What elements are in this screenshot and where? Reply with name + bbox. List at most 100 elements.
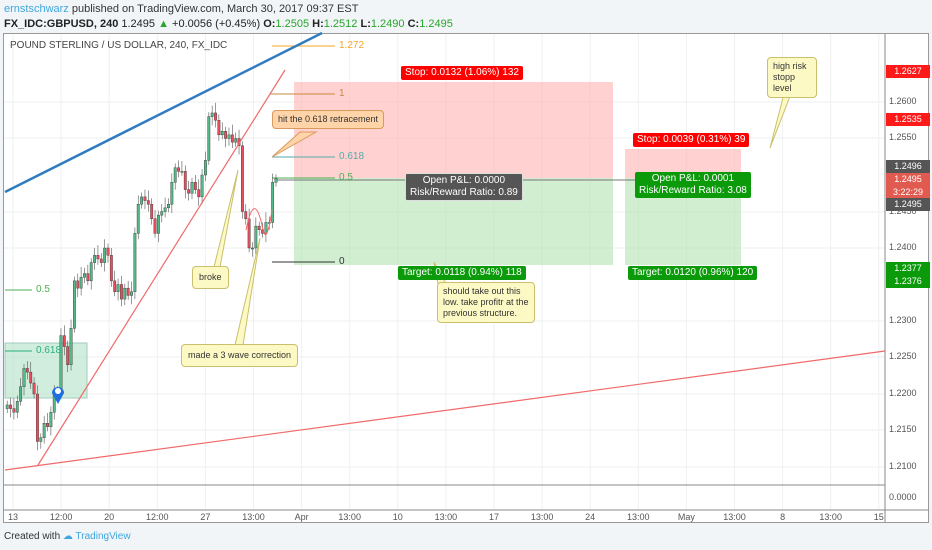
candle [120,284,123,300]
price-tag: 1.2627 [886,65,930,78]
price-tag: 1.2535 [886,113,930,126]
fib-label-05: 0.5 [339,172,353,183]
tradingview-logo-icon: ☁ [62,531,73,542]
symbol: FX_IDC:GBPUSD, 240 [4,18,119,30]
candle [244,211,248,220]
candle [83,273,86,278]
price-axis-label: 1.2300 [889,315,917,325]
candle [204,160,207,176]
c-label: C: [407,18,420,30]
pnl-box-2: Open P&L: 0.0001 Risk/Reward Ratio: 3.08 [635,172,751,198]
candle [217,120,221,136]
price-tag: 1.2377 [886,262,930,275]
candle [163,207,167,212]
last-price: 1.2495 [121,18,156,30]
time-axis-label: 13:00 [434,512,458,522]
candle [234,138,238,143]
candle [49,412,53,428]
author-link[interactable]: ernstschwarz [4,3,69,15]
candle [156,214,160,234]
wave-curve[interactable] [245,208,273,236]
price-axis-label: 1.2400 [889,242,917,252]
candle [12,408,16,413]
candle [264,222,268,234]
candle [22,368,26,387]
created-with: Created with [4,531,61,542]
price-tag: 1.2495 [886,198,930,211]
candle [143,196,147,201]
marker-center [55,388,61,394]
candle [197,189,201,198]
candle [5,404,9,409]
lower-trend-line[interactable] [4,350,886,471]
fib-label-1: 1 [339,88,345,99]
price-change: +0.0056 (+0.45%) [172,18,261,30]
candle [32,382,36,395]
candle [96,255,100,260]
candle [69,328,73,365]
time-axis-label: May [677,512,695,522]
wave-pointer [234,237,261,346]
candle [113,280,117,293]
location-marker-icon[interactable] [52,387,64,404]
candle [123,287,127,300]
stop-label-1: Stop: 0.0132 (1.06%) 132 [401,66,523,80]
time-axis-label: 12:00 [146,512,169,522]
candle [214,112,217,121]
time-axis-label: 8 [780,512,786,522]
note-low[interactable]: should take out this low. take profitr a… [437,282,535,323]
candle [200,174,204,198]
candle [62,335,66,347]
candle [109,255,113,282]
rising-trend-line[interactable] [37,69,286,466]
candle [227,134,231,139]
candle [42,423,46,439]
fib-left-label-0618: 0.618 [36,345,62,356]
price-tag: 1.2496 [886,160,930,173]
candle [36,393,39,442]
tradingview-link[interactable]: TradingView [75,531,131,542]
candle [177,167,180,172]
publish-info: ernstschwarz published on TradingView.co… [4,3,358,15]
time-axis-label: 20 [104,512,115,522]
candle [126,287,130,296]
retracement-pointer [271,131,318,158]
note-broke[interactable]: broke [192,266,229,289]
time-axis-label: 13:00 [723,512,746,522]
stop-zone-1[interactable] [294,82,613,178]
candle [103,247,107,263]
candle [247,218,251,249]
candle [210,112,214,117]
price-axis-label: 1.2150 [889,424,917,434]
candle [257,225,261,230]
rr-2: Risk/Reward Ratio: 3.08 [639,185,747,196]
chart-title: POUND STERLING / US DOLLAR, 240, FX_IDC [10,40,228,51]
time-axis-label: 24 [585,512,596,522]
price-tag: 3:22:29 [886,186,930,199]
time-axis-label: 13:00 [338,512,361,522]
note-wave[interactable]: made a 3 wave correction [181,344,299,367]
up-arrow-icon: ▲ [158,18,169,30]
pnl-1: Open P&L: 0.0000 [422,175,506,186]
candle [9,404,12,409]
candle [254,225,258,249]
candle [167,203,170,209]
time-axis-label: 10 [392,512,403,522]
note-retracement[interactable]: hit the 0.618 retracement [272,110,385,129]
high-value: 1.2512 [323,18,358,30]
candle [72,280,76,329]
time-axis-label: 13 [7,512,19,522]
candle [66,346,70,365]
low-value: 1.2490 [370,18,405,30]
upper-trend-line[interactable] [4,31,323,194]
candle [251,247,254,250]
candle [207,116,211,161]
candle [29,371,33,384]
demand-zone[interactable] [4,342,88,399]
candle [220,130,224,136]
price-tag: 1.2495 [886,173,930,186]
candle [187,189,191,194]
symbol-info: FX_IDC:GBPUSD, 240 1.2495 ▲ +0.0056 (+0.… [4,18,453,30]
fib-label-0618: 0.618 [339,151,365,162]
note-risk[interactable]: high risk stopp level [767,57,817,98]
